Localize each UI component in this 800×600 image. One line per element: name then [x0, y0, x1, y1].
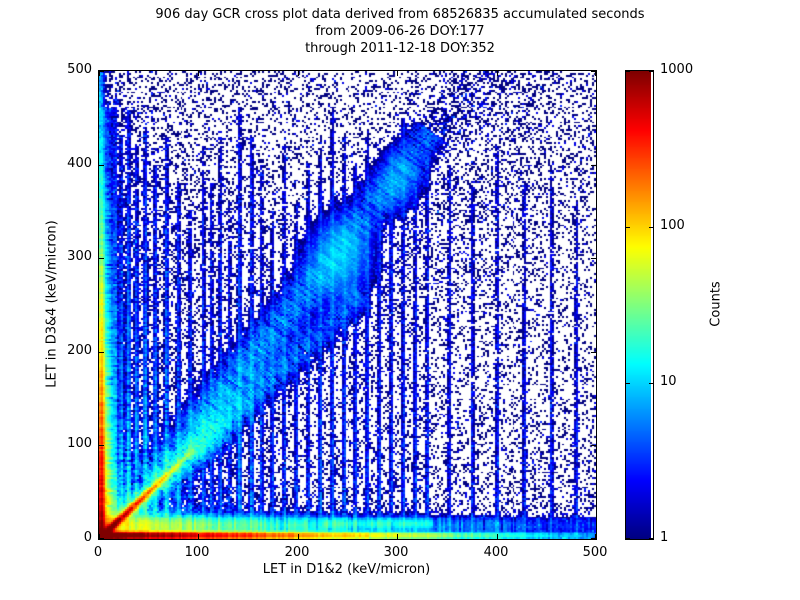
y-tick-label: 0 — [83, 530, 92, 545]
x-tick — [298, 71, 299, 76]
y-tick — [591, 352, 596, 353]
x-tick-label: 300 — [383, 545, 409, 560]
y-tick-label: 200 — [67, 343, 92, 358]
x-tick-label: 100 — [184, 545, 210, 560]
colorbar-tick — [649, 383, 653, 384]
y-tick-label: 300 — [67, 249, 92, 264]
y-tick — [99, 538, 104, 539]
y-tick — [591, 165, 596, 166]
colorbar-tick — [649, 227, 653, 228]
chart-title: 906 day GCR cross plot data derived from… — [155, 7, 645, 22]
y-axis-label: LET in D3&4 (keV/micron) — [44, 220, 60, 388]
colorbar-tick — [649, 538, 653, 539]
x-tick — [497, 534, 498, 539]
x-tick — [198, 71, 199, 76]
colorbar-tick — [626, 227, 630, 228]
colorbar-tick — [649, 71, 653, 72]
y-tick — [591, 538, 596, 539]
chart-subtitle2: through 2011-12-18 DOY:352 — [305, 41, 495, 56]
y-tick — [591, 445, 596, 446]
y-tick-label: 100 — [67, 436, 92, 451]
colorbar-tick — [626, 538, 630, 539]
x-tick-label: 400 — [483, 545, 509, 560]
heatmap-canvas — [99, 71, 596, 539]
x-tick-label: 200 — [284, 545, 310, 560]
colorbar-tick — [626, 71, 630, 72]
y-tick — [99, 71, 104, 72]
colorbar-canvas — [626, 71, 651, 539]
y-tick — [99, 165, 104, 166]
colorbar-tick-label: 10 — [660, 374, 677, 389]
x-tick — [99, 71, 100, 76]
x-tick-label: 0 — [93, 545, 103, 560]
colorbar-tick — [626, 383, 630, 384]
y-tick — [99, 352, 104, 353]
x-tick — [595, 71, 596, 76]
x-tick — [397, 71, 398, 76]
y-tick-label: 400 — [67, 156, 92, 171]
y-tick-label: 500 — [67, 62, 92, 77]
x-tick — [99, 534, 100, 539]
y-tick — [99, 445, 104, 446]
colorbar-label: Counts — [708, 281, 724, 327]
colorbar-tick-label: 1 — [660, 530, 669, 545]
y-tick — [99, 258, 104, 259]
x-tick — [497, 71, 498, 76]
x-tick — [198, 534, 199, 539]
colorbar-tick-label: 100 — [660, 218, 685, 233]
y-tick — [591, 258, 596, 259]
plot-area — [98, 70, 597, 540]
x-tick-label: 500 — [582, 545, 608, 560]
x-tick — [595, 534, 596, 539]
colorbar — [625, 70, 654, 540]
chart-subtitle1: from 2009-06-26 DOY:177 — [315, 24, 485, 39]
colorbar-tick-label: 1000 — [660, 62, 694, 77]
x-tick — [298, 534, 299, 539]
y-tick — [591, 71, 596, 72]
x-axis-label: LET in D1&2 (keV/micron) — [262, 562, 431, 577]
x-tick — [397, 534, 398, 539]
